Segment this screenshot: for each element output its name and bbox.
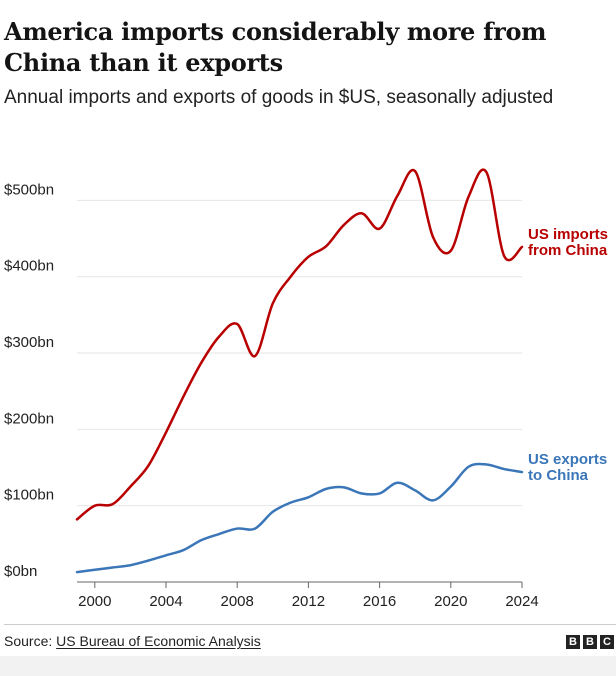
x-tick-label: 2008: [221, 593, 254, 610]
bbc-logo-letter-3: C: [600, 635, 614, 649]
chart-subtitle: Annual imports and exports of goods in $…: [4, 87, 554, 108]
source-label: Source:: [4, 633, 57, 649]
y-tick-label: $200bn: [4, 410, 54, 427]
bbc-logo-letter-2: B: [583, 635, 597, 649]
x-tick-label: 2000: [78, 593, 111, 610]
bbc-logo-letter-1: B: [566, 635, 580, 649]
series-line-imports: [75, 168, 524, 521]
x-tick-label: 2016: [363, 593, 396, 610]
chart-title: America imports considerably more from C…: [4, 17, 547, 77]
source-note: Source: US Bureau of Economic Analysis: [4, 633, 261, 649]
x-tick-label: 2024: [505, 593, 538, 610]
y-tick-label: $300bn: [4, 334, 54, 351]
bbc-logo: B B C: [566, 635, 614, 649]
series-label-imports: US imports from China: [528, 226, 608, 259]
x-tick-label: 2004: [149, 593, 182, 610]
source-link[interactable]: US Bureau of Economic Analysis: [56, 633, 261, 649]
line-chart: $0bn $100bn $200bn $300bn $400bn $500bn 2000 20…: [4, 168, 608, 610]
footer-divider: [4, 624, 616, 625]
series-line-exports: [75, 462, 524, 574]
y-tick-label: $0bn: [4, 563, 37, 580]
y-tick-label: $400bn: [4, 258, 54, 275]
series-label-exports: US exports to China: [528, 451, 607, 484]
bottom-band: [0, 656, 616, 676]
y-tick-label: $500bn: [4, 181, 54, 198]
x-tick-label: 2012: [292, 593, 325, 610]
y-tick-label: $100bn: [4, 487, 54, 504]
x-tick-label: 2020: [434, 593, 467, 610]
